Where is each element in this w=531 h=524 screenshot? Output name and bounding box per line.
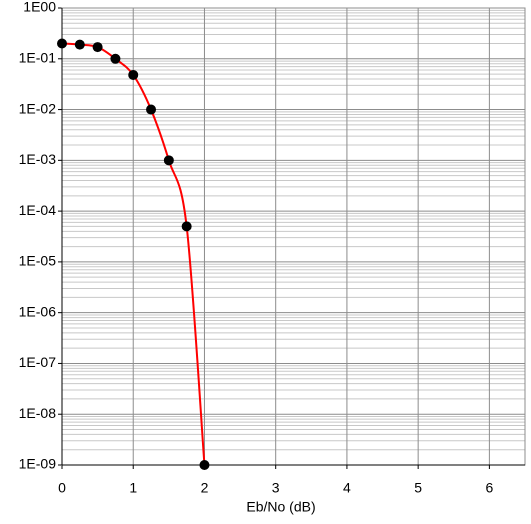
x-tick-label: 1 (129, 480, 137, 496)
y-tick-label: 1E-09 (19, 456, 57, 472)
y-tick-label: 1E-04 (19, 202, 57, 218)
data-point (57, 38, 67, 49)
y-tick-label: 1E-02 (19, 100, 57, 116)
y-tick-label: 1E-07 (19, 354, 57, 370)
data-point (146, 104, 157, 115)
y-tick-label: 1E-05 (19, 253, 57, 269)
data-point (163, 155, 174, 166)
x-tick-label: 6 (485, 480, 493, 496)
data-point (128, 69, 139, 80)
y-tick-label: 1E-03 (19, 151, 57, 167)
x-tick-label: 4 (343, 480, 351, 496)
data-point (74, 39, 85, 50)
x-axis-title: Eb/No (dB) (246, 499, 315, 515)
x-tick-label: 3 (272, 480, 280, 496)
y-tick-label: 1E-08 (19, 405, 57, 421)
data-point (181, 221, 192, 232)
x-tick-label: 0 (58, 480, 66, 496)
data-point (92, 42, 103, 53)
data-point (199, 460, 210, 470)
x-tick-label: 2 (201, 480, 209, 496)
data-point (110, 53, 121, 64)
data-line (61, 42, 206, 466)
x-tick-label: 5 (414, 480, 422, 496)
y-tick-label: 1E-01 (19, 49, 57, 65)
y-tick-label: 1E-06 (19, 303, 57, 319)
y-tick-label: 1E00 (23, 0, 56, 15)
